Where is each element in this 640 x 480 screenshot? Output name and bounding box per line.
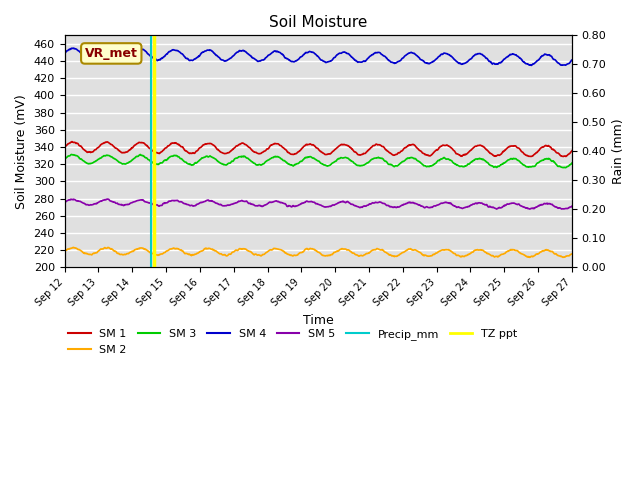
SM 2 bbox=[287, 252, 294, 258]
SM 5 bbox=[350, 202, 358, 208]
SM 3 bbox=[61, 156, 68, 161]
SM 1 bbox=[61, 144, 68, 150]
SM 1 bbox=[296, 148, 303, 154]
SM 3 bbox=[287, 162, 294, 168]
SM 1 bbox=[562, 154, 570, 159]
Legend: SM 1, SM 2, SM 3, SM 4, SM 5, Precip_mm, TZ ppt: SM 1, SM 2, SM 3, SM 4, SM 5, Precip_mm,… bbox=[64, 325, 522, 359]
SM 3 bbox=[568, 160, 576, 166]
SM 3 bbox=[276, 155, 284, 161]
SM 2 bbox=[100, 245, 108, 251]
SM 3 bbox=[296, 159, 303, 165]
SM 2 bbox=[350, 250, 358, 256]
SM 1 bbox=[568, 148, 576, 154]
SM 5 bbox=[526, 206, 534, 212]
SM 2 bbox=[276, 247, 284, 252]
SM 2 bbox=[69, 244, 77, 250]
SM 3 bbox=[121, 161, 129, 167]
SM 3 bbox=[350, 160, 358, 166]
SM 3 bbox=[100, 153, 108, 158]
X-axis label: Time: Time bbox=[303, 314, 333, 327]
SM 5 bbox=[61, 200, 68, 205]
Line: SM 2: SM 2 bbox=[65, 247, 572, 257]
SM 1 bbox=[68, 139, 76, 144]
SM 4 bbox=[70, 45, 77, 51]
SM 4 bbox=[276, 50, 284, 56]
SM 1 bbox=[287, 151, 294, 157]
SM 2 bbox=[568, 251, 576, 257]
Text: VR_met: VR_met bbox=[85, 47, 138, 60]
SM 4 bbox=[568, 57, 576, 63]
SM 5 bbox=[121, 202, 129, 208]
Line: SM 3: SM 3 bbox=[65, 155, 572, 168]
SM 3 bbox=[68, 152, 76, 157]
Y-axis label: Rain (mm): Rain (mm) bbox=[612, 119, 625, 184]
SM 4 bbox=[61, 50, 68, 56]
SM 3 bbox=[562, 165, 570, 170]
SM 1 bbox=[276, 143, 284, 148]
SM 2 bbox=[121, 252, 129, 257]
Line: SM 4: SM 4 bbox=[65, 48, 572, 65]
Y-axis label: Soil Moisture (mV): Soil Moisture (mV) bbox=[15, 94, 28, 209]
Line: SM 5: SM 5 bbox=[65, 199, 572, 209]
SM 5 bbox=[100, 197, 108, 203]
SM 4 bbox=[350, 56, 358, 62]
Line: SM 1: SM 1 bbox=[65, 142, 572, 156]
SM 1 bbox=[350, 148, 358, 154]
SM 4 bbox=[296, 55, 303, 60]
SM 5 bbox=[568, 204, 576, 209]
SM 4 bbox=[527, 62, 535, 68]
SM 5 bbox=[104, 196, 112, 202]
SM 4 bbox=[287, 58, 294, 64]
SM 2 bbox=[296, 250, 303, 256]
SM 5 bbox=[296, 202, 303, 207]
SM 1 bbox=[121, 150, 129, 156]
Title: Soil Moisture: Soil Moisture bbox=[269, 15, 367, 30]
SM 5 bbox=[276, 200, 284, 205]
SM 4 bbox=[121, 56, 129, 62]
SM 5 bbox=[287, 204, 294, 209]
SM 2 bbox=[61, 249, 68, 254]
SM 1 bbox=[100, 140, 108, 145]
SM 4 bbox=[100, 47, 108, 52]
SM 2 bbox=[526, 254, 534, 260]
